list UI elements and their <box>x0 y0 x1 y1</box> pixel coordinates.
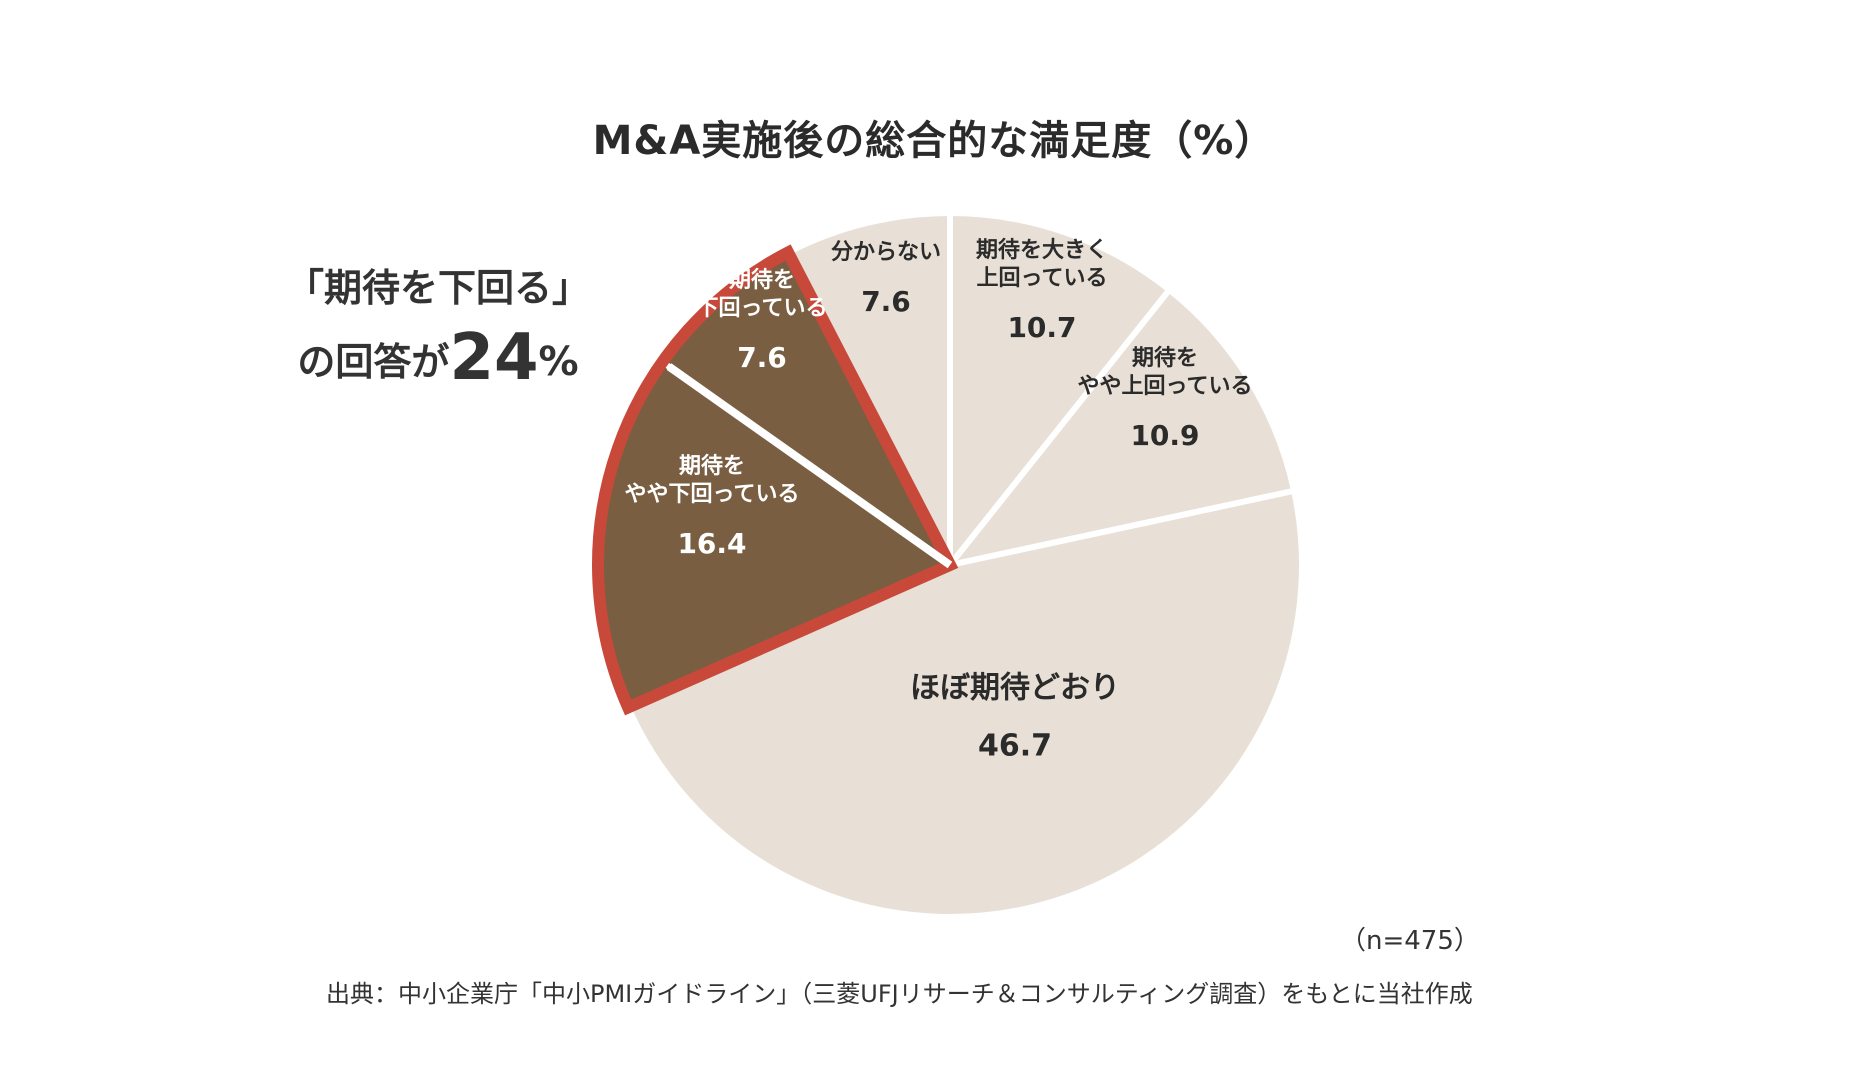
slice-label-4-line-1: 下回っている <box>697 296 828 321</box>
slice-value-2: 46.7 <box>978 729 1052 764</box>
slice-value-1: 10.9 <box>1130 419 1199 452</box>
highlight-separator <box>666 363 953 569</box>
callout-line1: 「期待を下回る」 <box>285 266 590 310</box>
highlight-callout: 「期待を下回る」 の回答が24% <box>268 258 608 402</box>
callout-line2: の回答が24% <box>268 318 608 402</box>
slice-value-5: 7.6 <box>861 285 911 318</box>
chart-title: M&A実施後の総合的な満足度（%） <box>592 118 1276 164</box>
slice-label-3-line-0: 期待を <box>679 453 745 479</box>
slice-label-0-line-0: 期待を大きく <box>976 237 1108 263</box>
slice-label-1-line-0: 期待を <box>1132 345 1198 371</box>
slice-value-3: 16.4 <box>677 527 746 560</box>
callout-prefix: の回答が <box>297 340 450 384</box>
highlight-outline <box>592 244 959 716</box>
pie-slice-2 <box>625 487 1305 920</box>
sample-size: （n=475） <box>1340 926 1480 956</box>
slice-label-1-line-1: やや上回っている <box>1078 374 1253 399</box>
slice-label-5-line-0: 分からない <box>831 240 941 265</box>
slice-label-2-line-0: ほぼ期待どおり <box>910 671 1120 706</box>
pie-slice-0 <box>947 210 1173 568</box>
pie-slice-1 <box>947 286 1298 568</box>
slice-value-4: 7.6 <box>737 341 787 374</box>
slice-value-0: 10.7 <box>1007 311 1076 344</box>
slice-label-0-line-1: 上回っている <box>977 266 1108 291</box>
callout-number: 24 <box>449 321 539 395</box>
slice-label-3-line-1: やや下回っている <box>625 482 800 507</box>
source-note: 出典：中小企業庁「中小PMIガイドライン」（三菱UFJリサーチ＆コンサルティング… <box>326 980 1473 1008</box>
callout-percent: % <box>538 339 579 385</box>
slice-label-4-line-0: 期待を <box>729 267 795 293</box>
